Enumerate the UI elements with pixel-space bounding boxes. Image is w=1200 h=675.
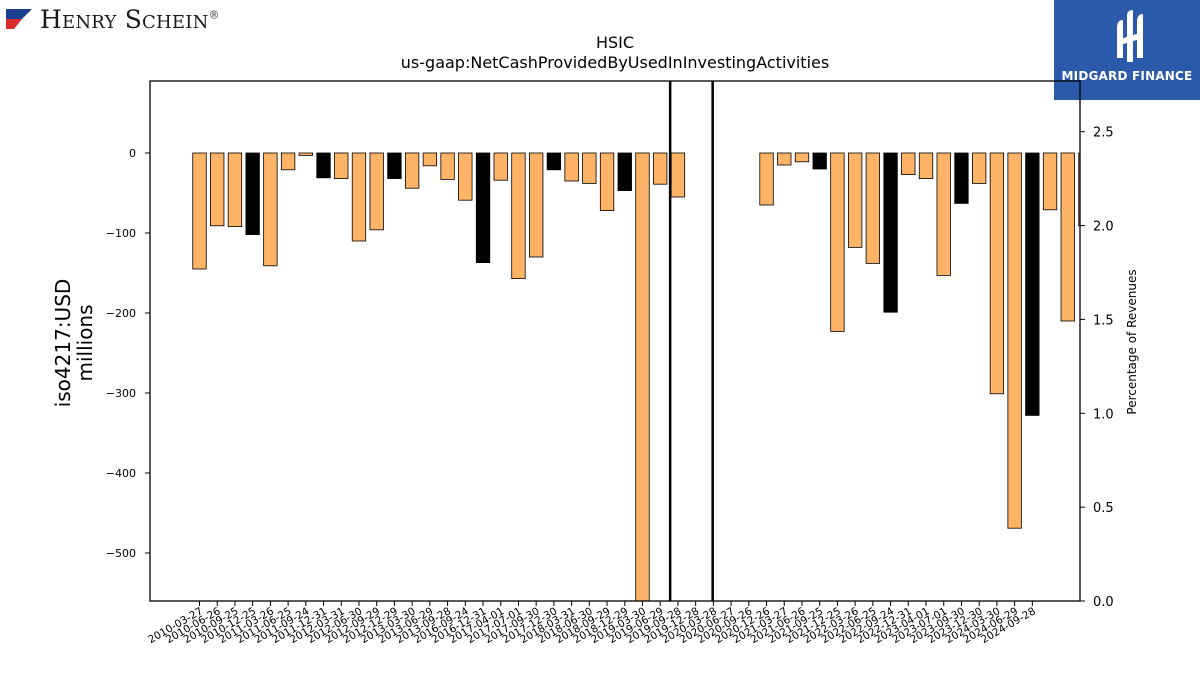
bar-46 [1007,152,1022,529]
bar-2 [227,152,243,227]
bar-11 [387,152,402,180]
bar-48 [1042,152,1058,211]
bar-18 [511,152,526,279]
bar-34 [794,152,810,163]
bar-50 [1078,152,1080,227]
bar-39 [883,152,898,313]
y-tick-label: −200 [106,307,136,320]
midgard-logo-icon [1117,10,1143,62]
bar-16 [475,152,491,263]
henry-schein-wordmark: Henry Schein® [40,5,220,34]
bar-15 [458,152,473,201]
y2-tick-label: 2.0 [1093,220,1114,235]
bar-13 [422,152,438,167]
bar-45 [989,152,1005,395]
bar-27 [670,152,686,198]
bar-33 [777,152,792,166]
y-tick-label: −300 [106,387,136,400]
bar-9 [351,152,367,242]
bar-21 [564,152,579,182]
bar-26 [653,152,668,185]
y-axis-label: iso4217:USDmillions [51,279,97,408]
bar-0 [192,152,207,270]
y2-axis-label: Percentage of Revenues [1125,269,1139,414]
bar-44 [972,152,987,184]
plot-area [192,81,1080,601]
henry-schein-logo: Henry Schein® [4,4,220,34]
bar-42 [936,152,951,276]
bar-5 [280,152,296,171]
midgard-finance-name: MIDGARD FINANCE [1061,69,1193,83]
y-axis-label-line: millions [73,304,97,381]
registered-mark: ® [208,8,220,22]
y2-tick-label: 1.0 [1093,407,1114,422]
bar-36 [830,152,845,332]
y2-tick-label: 0.0 [1093,595,1114,610]
bar-7 [316,152,331,179]
bar-4 [263,152,278,267]
bar-49 [1060,152,1075,322]
henry-schein-name: Henry Schein [40,4,209,34]
bar-43 [954,152,969,204]
bar-1 [210,152,225,227]
bar-32 [759,152,774,206]
henry-schein-flag-icon [6,9,32,29]
bar-37 [847,152,863,248]
plot-frame [149,80,1081,602]
y-tick-label: −400 [106,467,136,480]
midgard-finance-logo: MIDGARD FINANCE [1054,0,1200,100]
bar-22 [582,152,597,184]
chart-title: HSIC [596,33,634,52]
bar-19 [529,152,544,258]
bar-25 [635,152,650,601]
y-tick-label: −500 [106,547,136,560]
bar-14 [440,152,455,180]
bar-40 [901,152,916,176]
bar-38 [865,152,881,264]
y2-tick-label: 1.5 [1093,313,1114,328]
bar-47 [1025,152,1040,416]
bar-12 [404,152,420,189]
bar-17 [493,152,508,181]
y-axis-label-line: iso4217:USD [51,279,75,408]
bar-23 [599,152,615,211]
bar-8 [334,152,349,180]
y-tick-label: 0 [129,147,136,160]
bar-6 [298,152,313,156]
revenue-percentage-line [668,81,714,601]
bar-24 [617,152,632,191]
bar-3 [245,152,260,235]
y2-tick-label: 0.5 [1093,501,1114,516]
chart-subtitle: us-gaap:NetCashProvidedByUsedInInvesting… [401,53,829,72]
y2-tick-label: 2.5 [1093,126,1114,141]
y-tick-label: −100 [106,227,136,240]
bar-41 [918,152,934,180]
bar-10 [369,152,384,231]
bar-35 [812,152,827,170]
bar-20 [546,152,562,171]
